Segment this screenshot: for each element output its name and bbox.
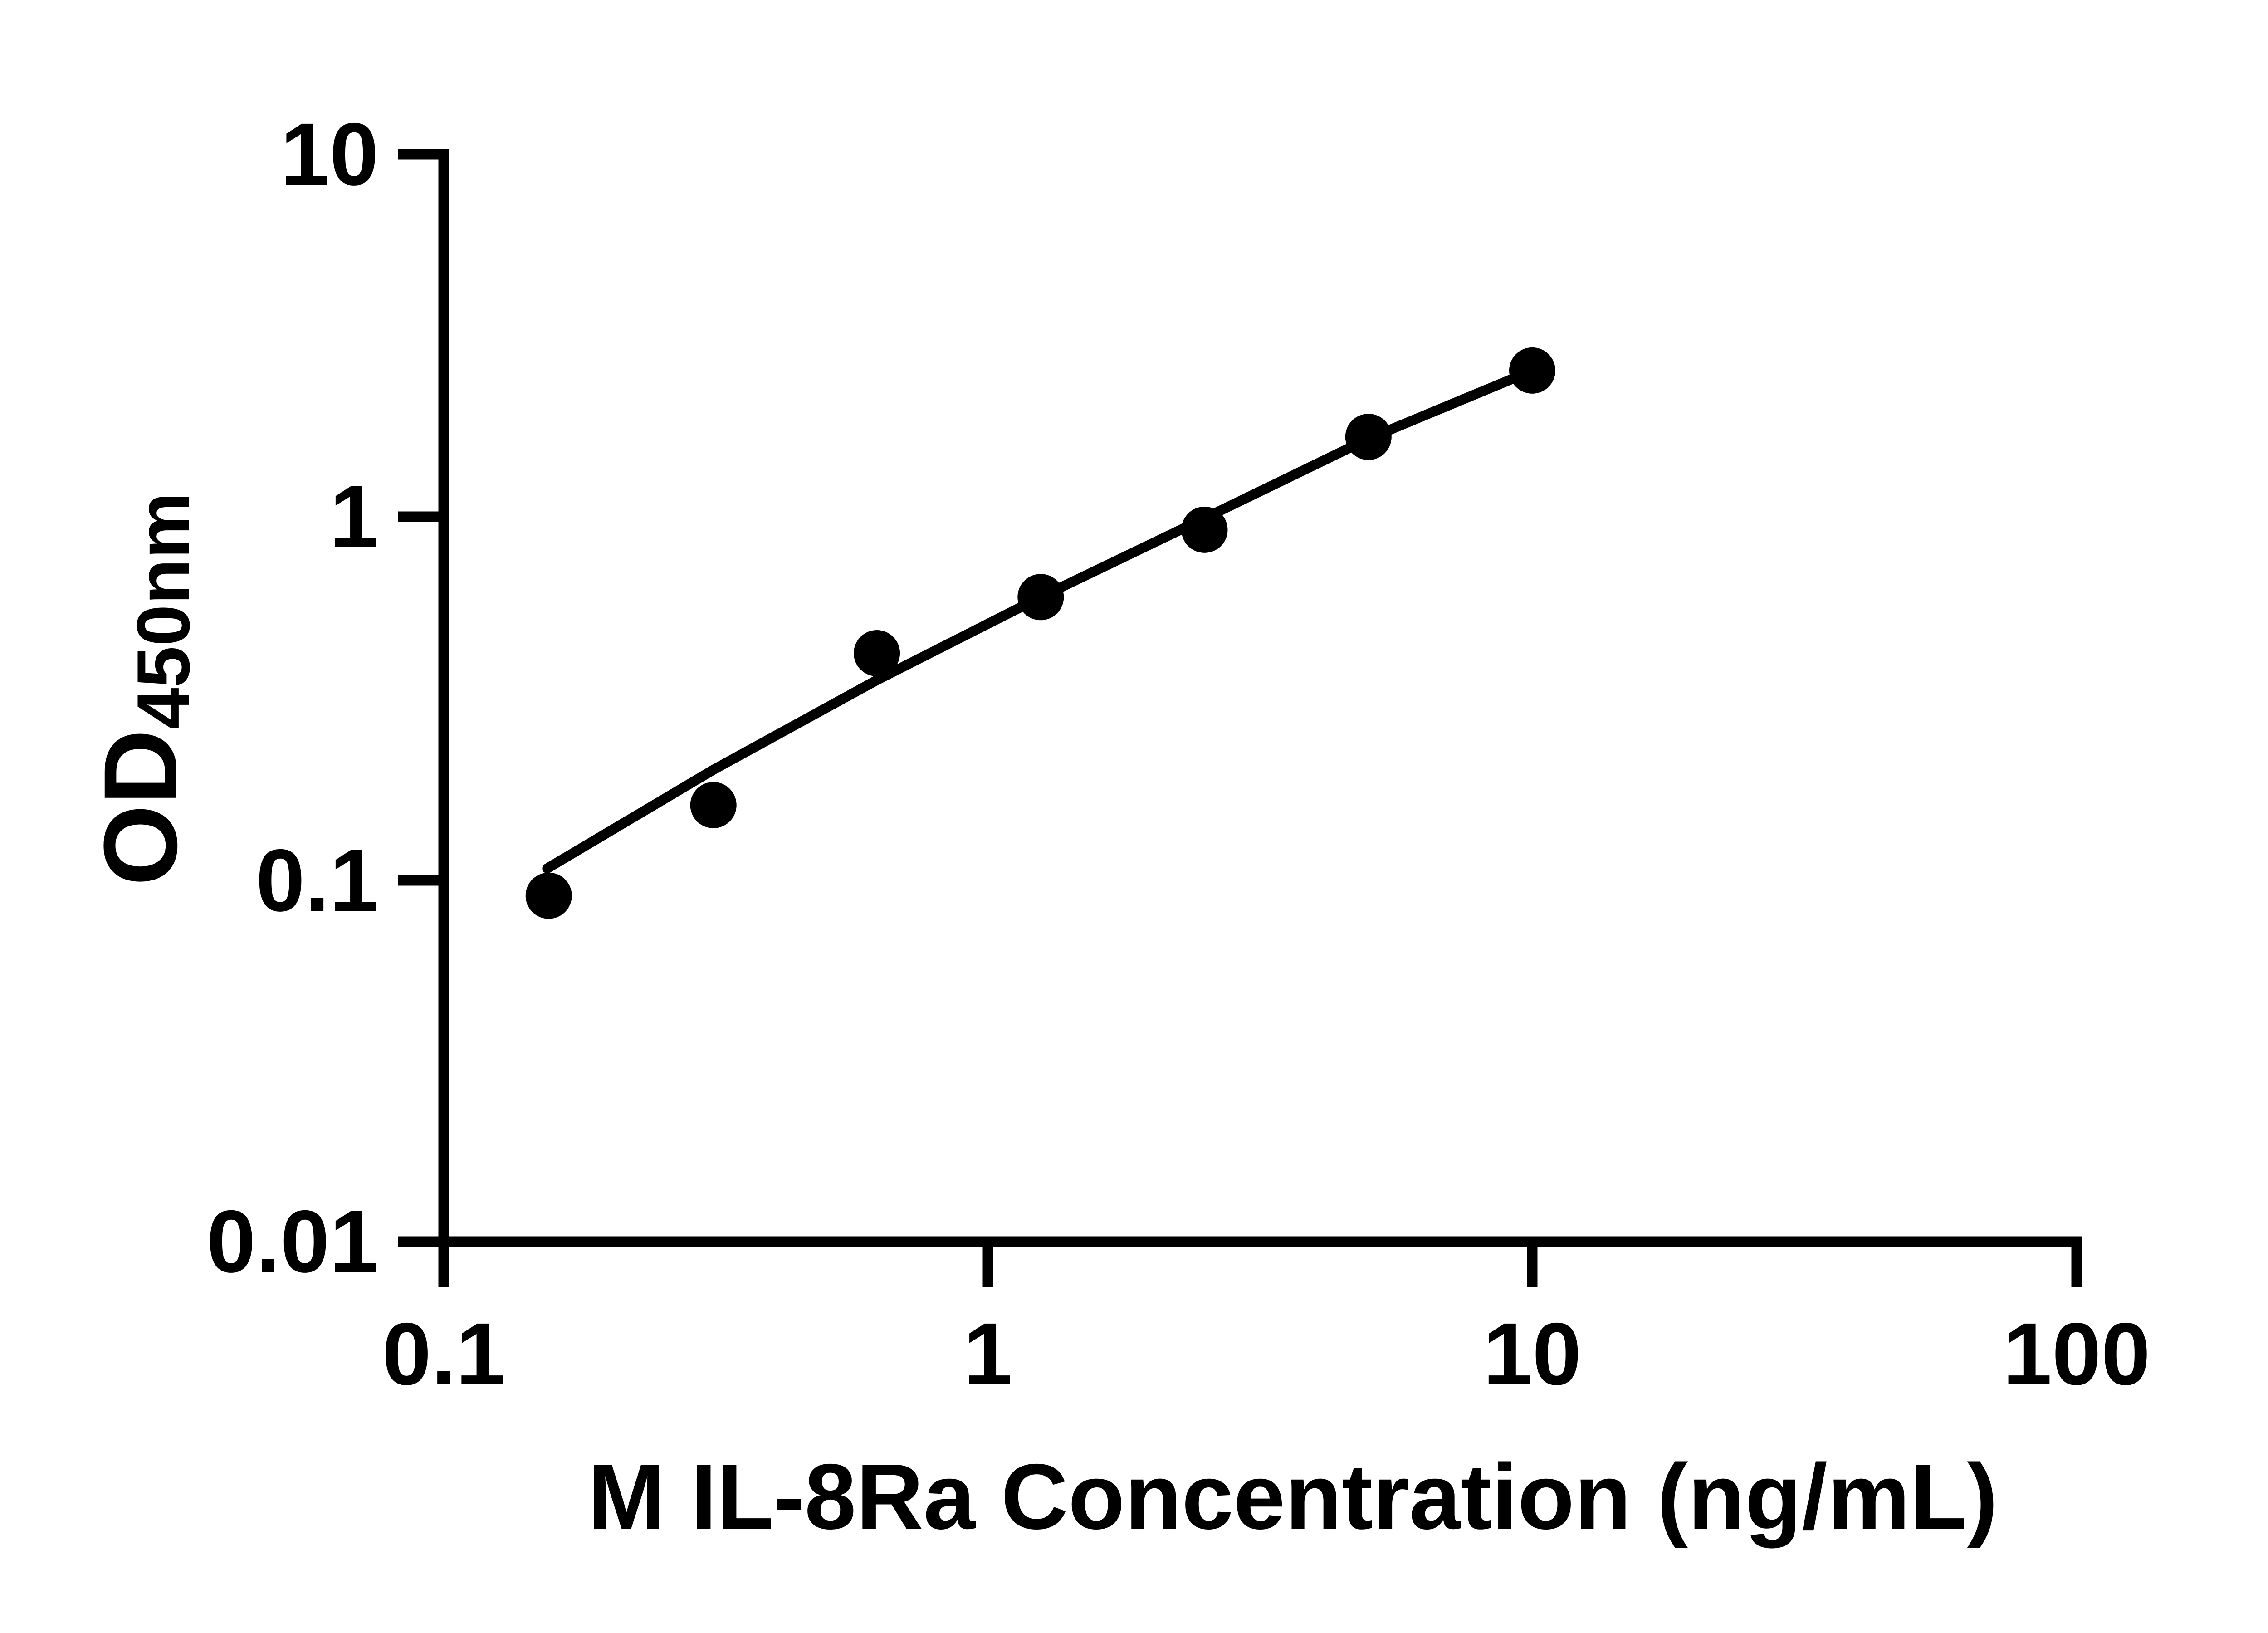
y-tick-label-0.01: 0.01 — [206, 1192, 379, 1291]
x-axis-title: M IL-8Ra Concentration (ng/mL) — [587, 1445, 1998, 1549]
y-axis-ticks — [398, 149, 444, 1247]
x-tick-label-1: 1 — [963, 1305, 1013, 1403]
y-axis-title-subscript: 450nm — [122, 492, 205, 729]
data-point-1 — [525, 872, 572, 919]
data-point-7 — [1509, 347, 1555, 394]
x-axis-ticks — [438, 1242, 2082, 1287]
data-point-5 — [1181, 506, 1228, 553]
y-axis-title: OD450nm — [77, 492, 205, 886]
y-tick-label-10: 10 — [280, 105, 379, 204]
y-tick-label-0.1: 0.1 — [255, 831, 379, 930]
y-tick-label-1: 1 — [329, 467, 379, 566]
data-point-2 — [690, 782, 737, 828]
y-axis-title-base: OD — [82, 729, 199, 886]
data-point-4 — [1017, 574, 1064, 621]
data-point-3 — [854, 630, 900, 676]
x-tick-label-10: 10 — [1483, 1305, 1582, 1403]
x-tick-label-100: 100 — [2003, 1305, 2151, 1403]
data-point-6 — [1345, 414, 1392, 460]
x-tick-label-0.1: 0.1 — [382, 1305, 505, 1403]
